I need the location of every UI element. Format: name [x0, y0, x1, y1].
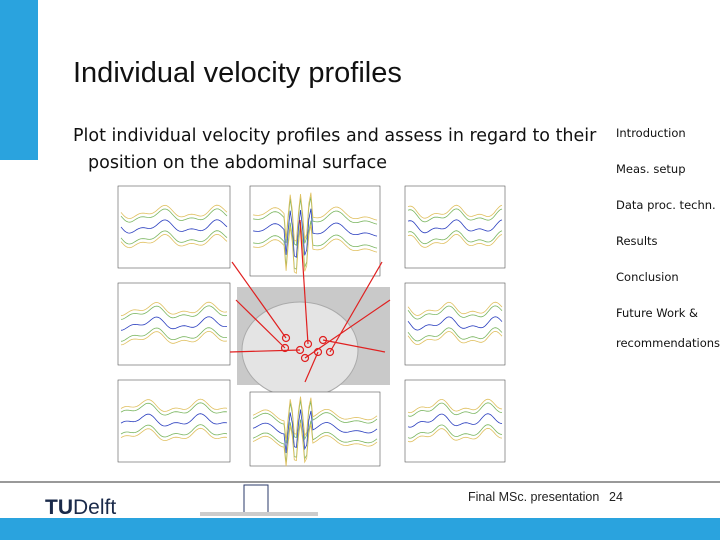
plot-curve [407, 305, 503, 320]
pointer-line [299, 219, 309, 345]
nav-item: Conclusion [616, 270, 679, 284]
pointer-line [235, 299, 286, 349]
plot-curve [407, 413, 503, 428]
bullet-line: Plot individual velocity profiles and as… [73, 126, 597, 146]
plot-curve [120, 330, 228, 346]
plot-curve [252, 409, 378, 454]
plot-curve [120, 402, 228, 416]
mini-plot [117, 185, 231, 269]
pointer-line [304, 351, 319, 383]
lumc-logo [243, 484, 269, 516]
logo: TUDelft [45, 496, 116, 519]
plot-curve [120, 301, 228, 317]
slide-title: Individual velocity profiles [73, 57, 402, 89]
plot-curve [407, 402, 503, 417]
plot-curve [407, 204, 503, 219]
nav-item: recommendations [616, 336, 720, 350]
plot-curve [120, 204, 228, 219]
nav-item: Data proc. techn. [616, 198, 716, 212]
plot-curve [120, 424, 228, 438]
plot-frame [117, 379, 231, 463]
plot-curve [120, 427, 228, 442]
plot-curve [407, 233, 503, 248]
mini-plot [404, 379, 506, 463]
plot-curve [252, 192, 378, 243]
plot-curve [252, 419, 378, 463]
plot-curve [407, 208, 503, 223]
plot-curve [252, 208, 378, 259]
marker [295, 345, 305, 355]
plot-frame [117, 185, 231, 269]
nav-item: Future Work & [616, 306, 698, 320]
mini-plot [117, 379, 231, 463]
plot-curve [120, 219, 228, 234]
plot-curve [252, 396, 378, 440]
plot-curve [252, 224, 378, 275]
plot-curve [252, 220, 378, 271]
footer-text: Final MSc. presentation [468, 490, 599, 504]
pointer-line [329, 261, 383, 353]
marker [280, 343, 290, 353]
plot-curve [407, 327, 503, 342]
mini-plot [117, 282, 231, 366]
plot-curve [120, 413, 228, 427]
plot-curve [407, 316, 503, 331]
plot-curve [407, 427, 503, 443]
plot-curve [120, 208, 228, 223]
plot-frame [404, 282, 506, 366]
bullet-line: position on the abdominal surface [88, 153, 387, 173]
plot-curve [120, 316, 228, 331]
plot-curve [120, 398, 228, 412]
side-accent [0, 0, 38, 160]
nav-item: Results [616, 234, 658, 248]
pointer-line [304, 299, 391, 359]
pointer-line [231, 261, 287, 339]
plot-curve [252, 399, 378, 444]
marker [303, 339, 313, 349]
plot-curve [407, 301, 503, 316]
marker [300, 353, 310, 363]
mini-plot [404, 282, 506, 366]
marker [318, 335, 328, 345]
pointer-line [322, 339, 386, 353]
plot-curve [120, 305, 228, 320]
plot-frame [249, 185, 381, 277]
bottom-bar [0, 518, 720, 540]
plot-curve [120, 327, 228, 342]
mini-plot [249, 185, 381, 277]
plot-frame [404, 379, 506, 463]
lumc-caption [200, 512, 318, 516]
plot-frame [404, 185, 506, 269]
plot-curve [120, 233, 228, 249]
nav-item: Introduction [616, 126, 686, 140]
marker [325, 347, 335, 357]
navigation: Introduction Meas. setup Data proc. techn.… [616, 126, 720, 350]
marker [281, 333, 291, 343]
pointer-line [229, 349, 301, 353]
nav-item: Meas. setup [616, 162, 686, 176]
plot-curve [252, 196, 378, 247]
plot-curve [407, 398, 503, 414]
plot-curve [120, 230, 228, 245]
plot-curve [407, 424, 503, 439]
page-number: 24 [609, 490, 623, 504]
plot-frame [117, 282, 231, 366]
mini-plot [404, 185, 506, 269]
figure [117, 185, 506, 467]
plot-curve [407, 330, 503, 346]
mini-plot [249, 391, 381, 467]
plot-curve [407, 230, 503, 245]
plot-curve [407, 219, 503, 234]
plot-curve [252, 422, 378, 467]
